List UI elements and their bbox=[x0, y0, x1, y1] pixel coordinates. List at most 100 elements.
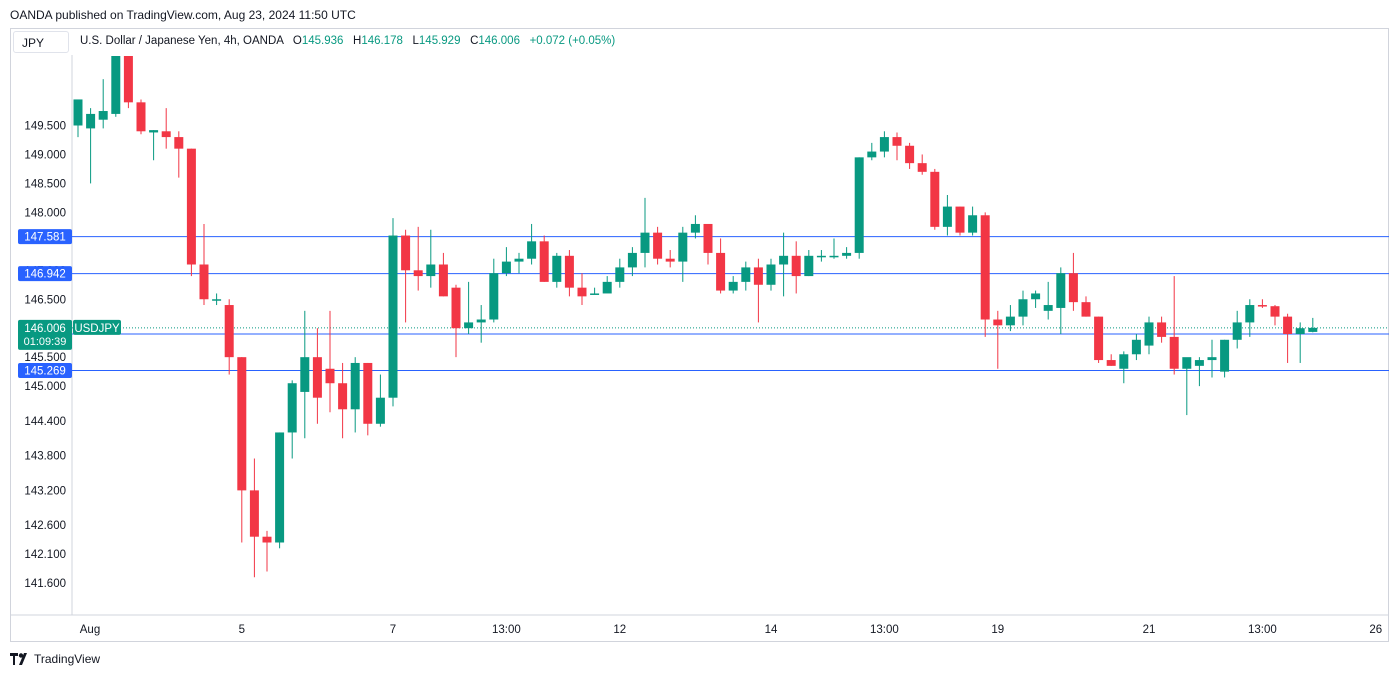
symbol-label-box bbox=[73, 319, 121, 335]
close-label: C bbox=[470, 35, 479, 47]
candle-body bbox=[199, 264, 209, 300]
candle-body bbox=[1106, 360, 1116, 366]
candle-body bbox=[426, 264, 436, 277]
candle-body bbox=[917, 163, 927, 172]
candle-body bbox=[552, 255, 562, 282]
candle-body bbox=[287, 383, 297, 433]
candle-body bbox=[237, 357, 247, 491]
candle-body bbox=[388, 235, 398, 398]
candle-body bbox=[401, 235, 411, 271]
candle-body bbox=[1005, 316, 1015, 326]
candle-body bbox=[640, 232, 650, 253]
price-tick-label: 149.000 bbox=[24, 149, 66, 161]
candle-body bbox=[1018, 299, 1028, 317]
candle-body bbox=[1131, 339, 1141, 355]
candle-body bbox=[111, 56, 121, 114]
price-tick-label: 144.400 bbox=[24, 416, 66, 428]
time-tick-label: 19 bbox=[991, 624, 1004, 636]
candle-body bbox=[1207, 357, 1217, 361]
footer-brand-label: TradingView bbox=[34, 652, 101, 666]
candle-body bbox=[489, 273, 499, 320]
candle-body bbox=[338, 383, 348, 410]
current-price-text: 146.006 bbox=[24, 323, 66, 335]
price-tick-label: 148.500 bbox=[24, 178, 66, 190]
candle-body bbox=[300, 357, 310, 392]
symbol-search-box[interactable]: JPY bbox=[13, 31, 69, 53]
candle-body bbox=[791, 255, 801, 277]
candle-body bbox=[86, 113, 96, 129]
candle-body bbox=[854, 157, 864, 253]
time-tick-label: 7 bbox=[390, 624, 396, 636]
price-tick-label: 142.600 bbox=[24, 520, 66, 532]
high-value: 146.178 bbox=[361, 35, 403, 47]
candle-body bbox=[275, 432, 285, 543]
candle-body bbox=[476, 319, 486, 323]
hline-price-label-text: 145.269 bbox=[24, 366, 66, 378]
candle-body bbox=[905, 145, 915, 164]
price-labels-layer: 147.581146.942145.901145.269146.00601:09… bbox=[18, 229, 121, 379]
time-tick-label: 5 bbox=[239, 624, 245, 636]
candle-body bbox=[212, 299, 222, 301]
candle-body bbox=[539, 241, 549, 282]
candle-body bbox=[1308, 327, 1318, 332]
candle-body bbox=[1270, 306, 1280, 317]
candle-body bbox=[842, 252, 852, 256]
countdown-text: 01:09:39 bbox=[24, 336, 67, 348]
symbol-label-text: USDJPY bbox=[74, 323, 120, 335]
candle-body bbox=[186, 148, 196, 265]
candle-body bbox=[1169, 336, 1179, 369]
price-tick-label: 141.600 bbox=[24, 578, 66, 590]
time-axis-ticks: Aug 5 7 13:00 12 14 13:00 19 21 13:00 26 bbox=[80, 624, 1382, 636]
candle-body bbox=[766, 264, 776, 285]
publisher-line: OANDA published on TradingView.com, Aug … bbox=[10, 8, 356, 22]
low-value: 145.929 bbox=[418, 35, 461, 47]
candles-layer bbox=[73, 56, 1318, 578]
candle-body bbox=[375, 397, 385, 424]
candle-body bbox=[413, 270, 423, 277]
time-tick-label: 13:00 bbox=[492, 624, 521, 636]
candle-body bbox=[1220, 339, 1230, 372]
candle-body bbox=[879, 137, 889, 152]
candle-body bbox=[464, 322, 474, 329]
candle-body bbox=[312, 357, 322, 398]
candle-body bbox=[665, 258, 675, 262]
candle-body bbox=[249, 490, 259, 537]
price-tick-label: 143.800 bbox=[24, 451, 66, 463]
candle-body bbox=[955, 206, 965, 233]
candle-body bbox=[325, 368, 335, 384]
candle-body bbox=[816, 255, 826, 258]
candle-body bbox=[224, 305, 234, 358]
candle-body bbox=[1194, 360, 1204, 366]
candle-body bbox=[161, 131, 171, 138]
time-tick-label: 13:00 bbox=[870, 624, 899, 636]
candle-body bbox=[653, 232, 663, 259]
candle-body bbox=[577, 287, 587, 297]
price-tick-label: 143.200 bbox=[24, 485, 66, 497]
candle-body bbox=[98, 111, 108, 120]
low-label: L bbox=[412, 35, 419, 47]
time-tick-label: 12 bbox=[613, 624, 626, 636]
candle-body bbox=[73, 99, 83, 126]
candle-body bbox=[174, 137, 184, 149]
hline-price-label-text: 146.942 bbox=[24, 269, 66, 281]
candle-body bbox=[1157, 322, 1167, 337]
candle-body bbox=[136, 102, 146, 132]
hline-price-label-box bbox=[18, 229, 72, 245]
candle-body bbox=[1283, 316, 1293, 334]
candle-body bbox=[1068, 273, 1078, 303]
candle-body bbox=[1043, 305, 1053, 311]
candle-body bbox=[564, 255, 574, 288]
candle-body bbox=[451, 287, 461, 329]
candle-body bbox=[753, 267, 763, 285]
open-value: 145.936 bbox=[301, 35, 344, 47]
candle-body bbox=[1182, 357, 1192, 369]
price-tick-label: 145.000 bbox=[24, 381, 66, 393]
candle-body bbox=[690, 223, 700, 233]
chart-frame bbox=[10, 28, 1389, 642]
hline-price-label-box bbox=[18, 363, 72, 379]
hline-price-label-text: 147.581 bbox=[24, 232, 66, 244]
price-tick-label: 148.000 bbox=[24, 207, 66, 219]
candle-body bbox=[804, 255, 814, 277]
candle-body bbox=[262, 536, 272, 543]
